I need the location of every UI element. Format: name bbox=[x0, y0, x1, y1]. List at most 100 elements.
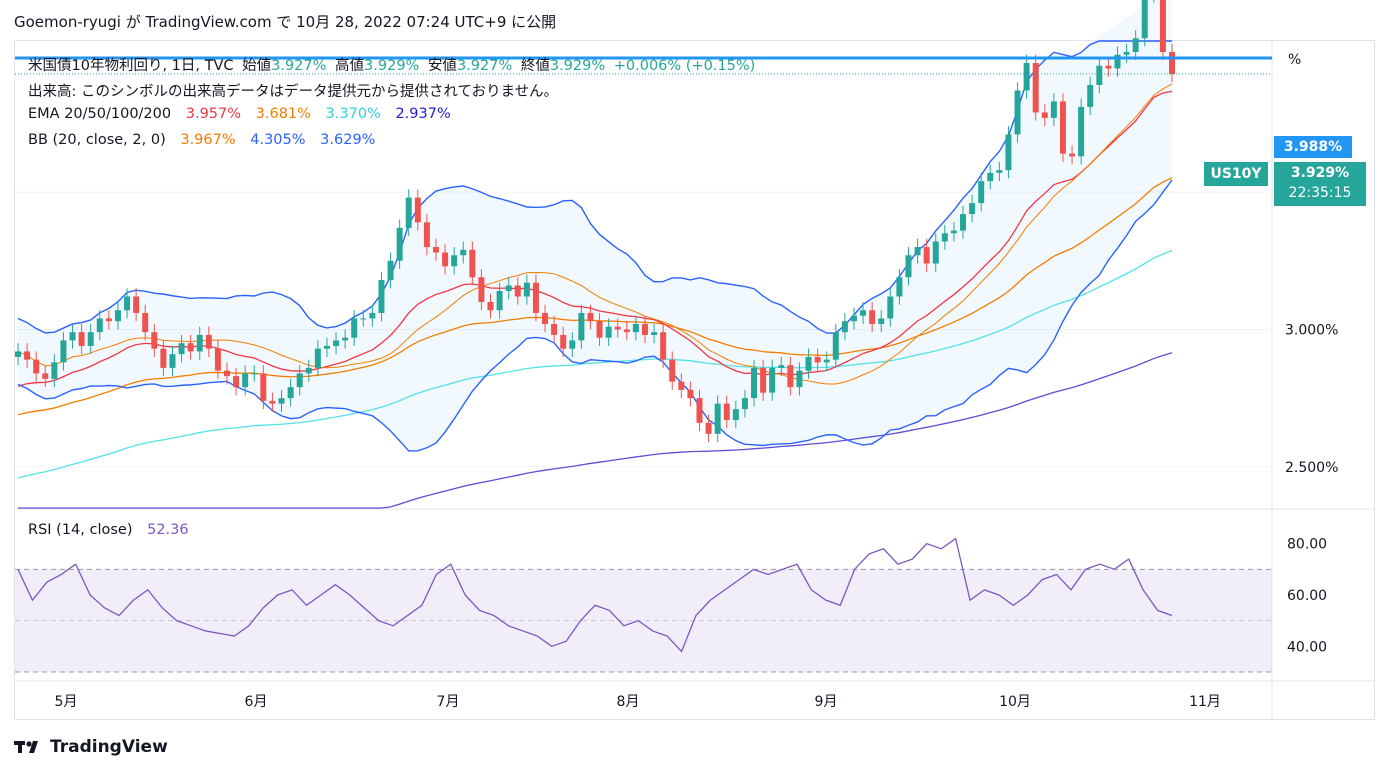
candle-body bbox=[805, 356, 812, 371]
candle-body bbox=[969, 203, 976, 215]
candle-body bbox=[387, 260, 394, 280]
candle-body bbox=[1032, 62, 1039, 113]
legend-bb-basis: 3.967% bbox=[180, 132, 236, 148]
ema200-line bbox=[18, 352, 1173, 509]
candle-body bbox=[714, 403, 721, 434]
candle-body bbox=[787, 365, 794, 388]
candle-body bbox=[596, 321, 603, 338]
candle-body bbox=[1069, 153, 1076, 157]
candle-body bbox=[333, 340, 340, 346]
candle-body bbox=[523, 282, 530, 297]
legend-ema100: 3.370% bbox=[325, 106, 381, 122]
candle-body bbox=[269, 400, 276, 404]
candle-body bbox=[414, 197, 421, 223]
time-axis-label: 11月 bbox=[1189, 694, 1221, 710]
candle-body bbox=[1114, 54, 1121, 69]
candle-body bbox=[569, 340, 576, 349]
candle-body bbox=[587, 312, 594, 322]
candle-body bbox=[105, 318, 112, 322]
candle-body bbox=[660, 332, 667, 360]
legend-volume-row: 出来高: このシンボルの出来高データはデータ提供元から提供されておりません。 bbox=[28, 80, 562, 101]
legend-high: 3.929% bbox=[364, 58, 420, 74]
legend-symbol[interactable]: 米国債10年物利回り, 1日, TVC bbox=[28, 58, 234, 74]
candle-body bbox=[850, 315, 857, 322]
candle-body bbox=[1123, 51, 1130, 55]
rsi-tick-label: 40.00 bbox=[1287, 639, 1327, 655]
candle-body bbox=[87, 332, 94, 346]
candle-body bbox=[905, 255, 912, 278]
candle-body bbox=[641, 323, 648, 335]
candle-body bbox=[51, 362, 58, 379]
legend-bb-lower: 3.629% bbox=[320, 132, 376, 148]
legend-ema200: 2.937% bbox=[395, 106, 451, 122]
legend-rsi-row[interactable]: RSI (14, close) 52.36 bbox=[28, 522, 193, 538]
candle-body bbox=[78, 332, 85, 346]
legend-close: 3.929% bbox=[549, 58, 606, 74]
candle-body bbox=[669, 359, 676, 382]
time-axis-label: 8月 bbox=[617, 694, 640, 710]
rsi-band-fill bbox=[15, 569, 1272, 672]
candle-body bbox=[96, 318, 103, 333]
candle-body bbox=[941, 233, 948, 242]
legend-bb-label: BB (20, close, 2, 0) bbox=[28, 132, 166, 148]
candle-body bbox=[623, 329, 630, 333]
footer-brand-text: TradingView bbox=[50, 737, 168, 757]
candle-body bbox=[551, 323, 558, 335]
candle-body bbox=[278, 398, 285, 404]
candle-body bbox=[142, 312, 149, 333]
legend-open-label: 始値 bbox=[242, 58, 272, 74]
ema100-line bbox=[17, 249, 1173, 479]
rsi-line bbox=[17, 537, 1173, 653]
candle-body bbox=[260, 373, 267, 401]
candle-body bbox=[423, 222, 430, 248]
hline-level-tag: 3.988% bbox=[1274, 136, 1352, 158]
footer-brand[interactable]: TradingView bbox=[14, 737, 168, 757]
candle-body bbox=[460, 249, 467, 256]
candle-body bbox=[605, 326, 612, 338]
candle-body bbox=[178, 343, 185, 355]
bb-lower-line bbox=[17, 179, 1173, 452]
candle-body bbox=[205, 334, 212, 349]
candle-body bbox=[451, 255, 458, 267]
candle-body bbox=[1059, 101, 1066, 154]
candle-body bbox=[651, 332, 658, 335]
legend-bb-upper: 4.305% bbox=[250, 132, 306, 148]
candle-body bbox=[505, 285, 512, 291]
last-price: 3.929% bbox=[1290, 165, 1350, 181]
legend-rsi-value: 52.36 bbox=[147, 522, 189, 538]
legend-ohlc-row: 米国債10年物利回り, 1日, TVC 始値3.927% 高値3.929% 安値… bbox=[28, 54, 759, 75]
legend-bb-row[interactable]: BB (20, close, 2, 0) 3.967% 4.305% 3.629… bbox=[28, 132, 379, 148]
candle-body bbox=[823, 359, 830, 363]
candle-body bbox=[405, 197, 412, 228]
candle-body bbox=[923, 247, 930, 264]
candle-body bbox=[469, 249, 476, 278]
bb-band-fill bbox=[18, 0, 1172, 451]
price-scale-unit: % bbox=[1288, 52, 1302, 68]
candle-body bbox=[751, 367, 758, 399]
candle-body bbox=[1141, 0, 1148, 39]
candle-body bbox=[514, 285, 521, 297]
candle-body bbox=[1132, 38, 1139, 52]
candle-body bbox=[869, 310, 876, 324]
candle-body bbox=[196, 334, 203, 352]
publish-header: Goemon-ryugi が TradingView.com で 10月 28,… bbox=[14, 11, 556, 32]
candle-body bbox=[124, 296, 131, 311]
price-tick-label: 2.500% bbox=[1285, 460, 1338, 476]
time-axis-label: 7月 bbox=[437, 694, 460, 710]
candle-body bbox=[24, 351, 31, 360]
candle-body bbox=[578, 312, 585, 341]
candle-body bbox=[1050, 101, 1057, 118]
candle-body bbox=[369, 312, 376, 319]
candle-body bbox=[705, 422, 712, 434]
candle-body bbox=[60, 340, 67, 363]
candle-body bbox=[69, 332, 76, 341]
time-axis-label: 5月 bbox=[55, 694, 78, 710]
candle-body bbox=[396, 227, 403, 261]
legend-ema-row[interactable]: EMA 20/50/100/200 3.957% 3.681% 3.370% 2… bbox=[28, 106, 455, 122]
candle-body bbox=[532, 282, 539, 313]
chart-frame[interactable] bbox=[14, 40, 1375, 720]
candle-body bbox=[323, 345, 330, 349]
time-axis-label: 6月 bbox=[245, 694, 268, 710]
candle-body bbox=[169, 354, 176, 368]
